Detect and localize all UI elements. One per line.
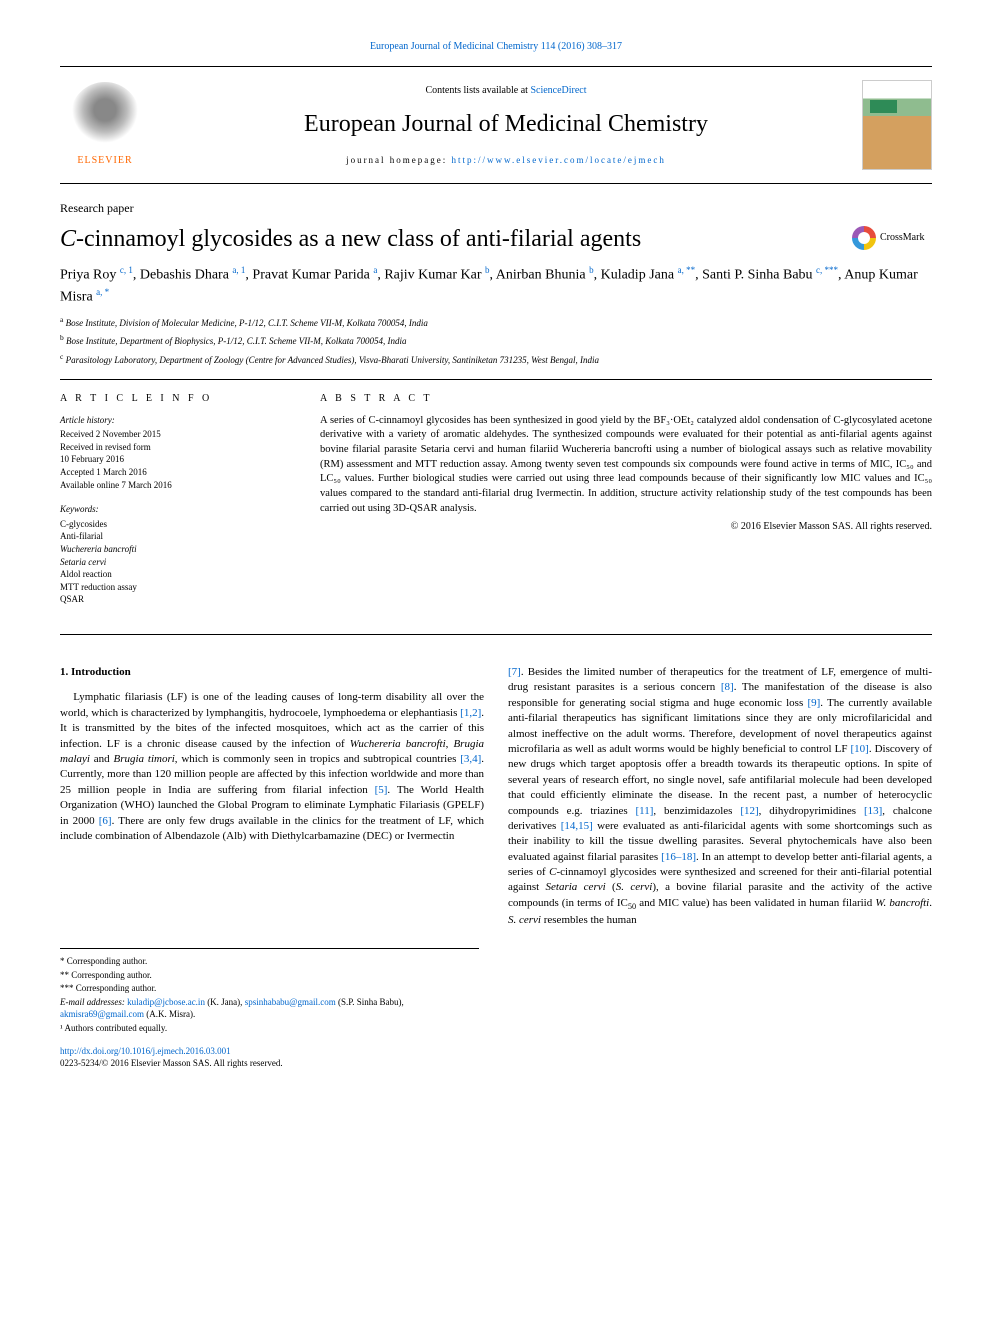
corresponding-author-note: * Corresponding author. xyxy=(60,955,479,968)
authors-list: Priya Roy c, 1, Debashis Dhara a, 1, Pra… xyxy=(60,264,932,307)
keyword: C-glycosides xyxy=(60,518,290,531)
elsevier-logo: ELSEVIER xyxy=(60,75,150,175)
journal-homepage: journal homepage: http://www.elsevier.co… xyxy=(150,154,862,167)
keywords-block: Keywords: C-glycosidesAnti-filarialWuche… xyxy=(60,503,290,606)
abstract-column: A B S T R A C T A series of C-cinnamoyl … xyxy=(320,392,932,618)
title-row: C-cinnamoyl glycosides as a new class of… xyxy=(60,223,932,257)
article-history: Article history: Received 2 November 201… xyxy=(60,414,290,492)
body-column-right: [7]. Besides the limited number of thera… xyxy=(508,665,932,928)
intro-paragraph-1: Lymphatic filariasis (LF) is one of the … xyxy=(60,690,484,844)
citation-header: European Journal of Medicinal Chemistry … xyxy=(60,40,932,54)
doi-link[interactable]: http://dx.doi.org/10.1016/j.ejmech.2016.… xyxy=(60,1046,231,1056)
history-line: Accepted 1 March 2016 xyxy=(60,466,290,479)
doi-rights: 0223-5234/© 2016 Elsevier Masson SAS. Al… xyxy=(60,1058,283,1068)
introduction-heading: 1. Introduction xyxy=(60,665,484,680)
crossmark-label: CrossMark xyxy=(880,231,924,245)
meta-row: A R T I C L E I N F O Article history: R… xyxy=(60,392,932,618)
footnotes: * Corresponding author.** Corresponding … xyxy=(60,948,479,1035)
article-type: Research paper xyxy=(60,200,932,217)
elsevier-tree-icon xyxy=(70,82,140,152)
homepage-prefix: journal homepage: xyxy=(346,155,451,165)
crossmark-badge[interactable]: CrossMark xyxy=(852,223,932,253)
email-label: E-mail addresses: xyxy=(60,997,127,1007)
email-addresses: E-mail addresses: kuladip@jcbose.ac.in (… xyxy=(60,996,479,1021)
affiliation: b Bose Institute, Department of Biophysi… xyxy=(60,333,932,348)
crossmark-icon xyxy=(852,226,876,250)
keyword: MTT reduction assay xyxy=(60,581,290,594)
body-columns: 1. Introduction Lymphatic filariasis (LF… xyxy=(60,665,932,928)
article-info-column: A R T I C L E I N F O Article history: R… xyxy=(60,392,290,618)
keyword: Anti-filarial xyxy=(60,530,290,543)
journal-header: ELSEVIER Contents lists available at Sci… xyxy=(60,66,932,184)
journal-name: European Journal of Medicinal Chemistry xyxy=(150,108,862,142)
affiliation: c Parasitology Laboratory, Department of… xyxy=(60,352,932,367)
elsevier-label: ELSEVIER xyxy=(77,154,132,168)
contents-available: Contents lists available at ScienceDirec… xyxy=(150,84,862,98)
keyword: QSAR xyxy=(60,593,290,606)
affiliation: a Bose Institute, Division of Molecular … xyxy=(60,315,932,330)
body-column-left: 1. Introduction Lymphatic filariasis (LF… xyxy=(60,665,484,928)
divider xyxy=(60,379,932,380)
abstract-text: A series of C-cinnamoyl glycosides has b… xyxy=(320,414,932,517)
homepage-link[interactable]: http://www.elsevier.com/locate/ejmech xyxy=(452,155,666,165)
history-heading: Article history: xyxy=(60,414,290,427)
abstract-copyright: © 2016 Elsevier Masson SAS. All rights r… xyxy=(320,520,932,534)
equal-contribution-note: ¹ Authors contributed equally. xyxy=(60,1022,479,1035)
affiliations: a Bose Institute, Division of Molecular … xyxy=(60,315,932,367)
title-italic-prefix: C xyxy=(60,226,76,252)
keyword: Setaria cervi xyxy=(60,556,290,569)
title-rest: -cinnamoyl glycosides as a new class of … xyxy=(76,226,641,252)
keyword: Wuchereria bancrofti xyxy=(60,543,290,556)
history-line: Available online 7 March 2016 xyxy=(60,479,290,492)
corresponding-author-note: ** Corresponding author. xyxy=(60,969,479,982)
contents-prefix: Contents lists available at xyxy=(425,85,530,96)
article-info-label: A R T I C L E I N F O xyxy=(60,392,290,406)
history-line: Received 2 November 2015 xyxy=(60,428,290,441)
doi-block: http://dx.doi.org/10.1016/j.ejmech.2016.… xyxy=(60,1045,932,1070)
intro-paragraph-2: [7]. Besides the limited number of thera… xyxy=(508,665,932,928)
history-line: 10 February 2016 xyxy=(60,453,290,466)
history-line: Received in revised form xyxy=(60,441,290,454)
header-center: Contents lists available at ScienceDirec… xyxy=(150,84,862,166)
sciencedirect-link[interactable]: ScienceDirect xyxy=(530,85,586,96)
article-title: C-cinnamoyl glycosides as a new class of… xyxy=(60,223,852,257)
corresponding-author-note: *** Corresponding author. xyxy=(60,982,479,995)
journal-cover-thumbnail xyxy=(862,80,932,170)
divider xyxy=(60,634,932,635)
keyword: Aldol reaction xyxy=(60,568,290,581)
abstract-label: A B S T R A C T xyxy=(320,392,932,406)
keywords-heading: Keywords: xyxy=(60,503,290,516)
